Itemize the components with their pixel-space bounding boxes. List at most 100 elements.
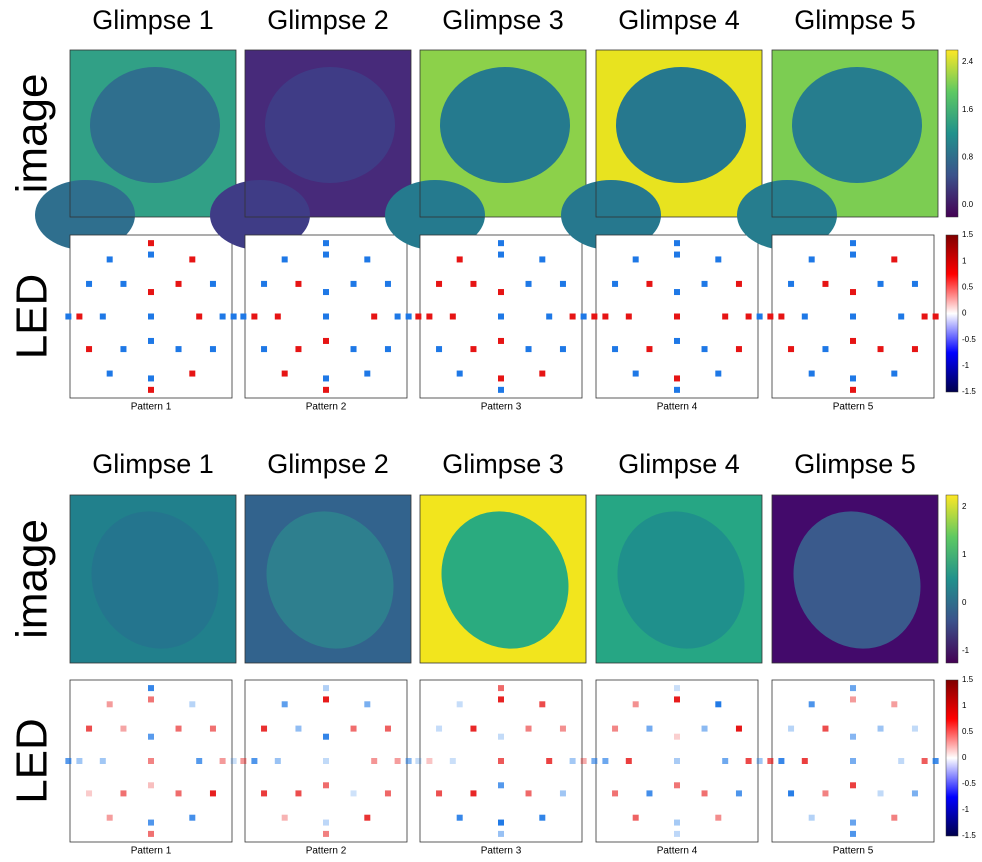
led [539,256,545,262]
led [850,240,856,246]
pattern-label: Pattern 5 [833,846,874,857]
led [282,815,288,821]
led [196,314,202,320]
led [809,256,815,262]
led [107,256,113,262]
led [210,790,216,796]
led-pattern [591,235,762,398]
led [560,281,566,287]
led [385,346,391,352]
led [933,314,939,320]
led [120,346,126,352]
led [646,790,652,796]
led [251,314,257,320]
glimpse-title: Glimpse 4 [618,5,740,35]
led [406,314,412,320]
led [210,281,216,287]
colorbar-tick: -1 [962,805,970,814]
led [850,734,856,740]
led [86,790,92,796]
pattern-label: Pattern 5 [833,402,874,413]
led [715,371,721,377]
led [323,696,329,702]
led [351,726,357,732]
glimpse-image [35,50,236,250]
led [822,281,828,287]
led [612,726,618,732]
image-blob [90,67,220,183]
led [850,831,856,837]
glimpse-title: Glimpse 1 [92,5,214,35]
pattern-label: Pattern 1 [131,846,172,857]
led [702,281,708,287]
led [176,346,182,352]
led [323,831,329,837]
glimpse-title: Glimpse 2 [267,449,389,479]
led-pattern [415,680,586,842]
led [436,726,442,732]
led [498,375,504,381]
led [240,758,246,764]
led [850,758,856,764]
led [498,685,504,691]
led [560,790,566,796]
glimpse-image [210,50,411,250]
led [788,726,794,732]
led [120,790,126,796]
led [581,758,587,764]
led [470,281,476,287]
led [778,758,784,764]
led [850,289,856,295]
led [850,820,856,826]
led [107,701,113,707]
led [626,758,632,764]
led [822,790,828,796]
glimpse-image [69,490,241,669]
led [351,346,357,352]
led [878,790,884,796]
led [415,758,421,764]
colorbar-tick: 1 [962,256,967,265]
led [189,256,195,262]
led [210,346,216,352]
led [76,758,82,764]
led [788,281,794,287]
led [364,371,370,377]
led [371,314,377,320]
image-blob [616,67,746,183]
led [240,314,246,320]
led [148,314,154,320]
pattern-label: Pattern 2 [306,402,347,413]
led [788,790,794,796]
glimpse-title: Glimpse 3 [442,5,564,35]
colorbar-tick: 0 [962,753,967,762]
led [107,815,113,821]
led [526,346,532,352]
led-pattern [240,680,411,842]
led [148,696,154,702]
led [148,685,154,691]
led [395,314,401,320]
led [323,252,329,258]
led [148,338,154,344]
led [406,758,412,764]
led [736,281,742,287]
led [546,758,552,764]
led [470,726,476,732]
led [570,758,576,764]
led [498,289,504,295]
led [767,314,773,320]
led [612,281,618,287]
glimpse-image [561,50,762,250]
led [646,726,652,732]
led [120,726,126,732]
led [878,726,884,732]
led [591,758,597,764]
led [415,314,421,320]
led [498,820,504,826]
led [878,346,884,352]
led [498,831,504,837]
led [323,387,329,393]
glimpse-image [244,490,416,669]
colorbar-tick: 1 [962,550,967,559]
